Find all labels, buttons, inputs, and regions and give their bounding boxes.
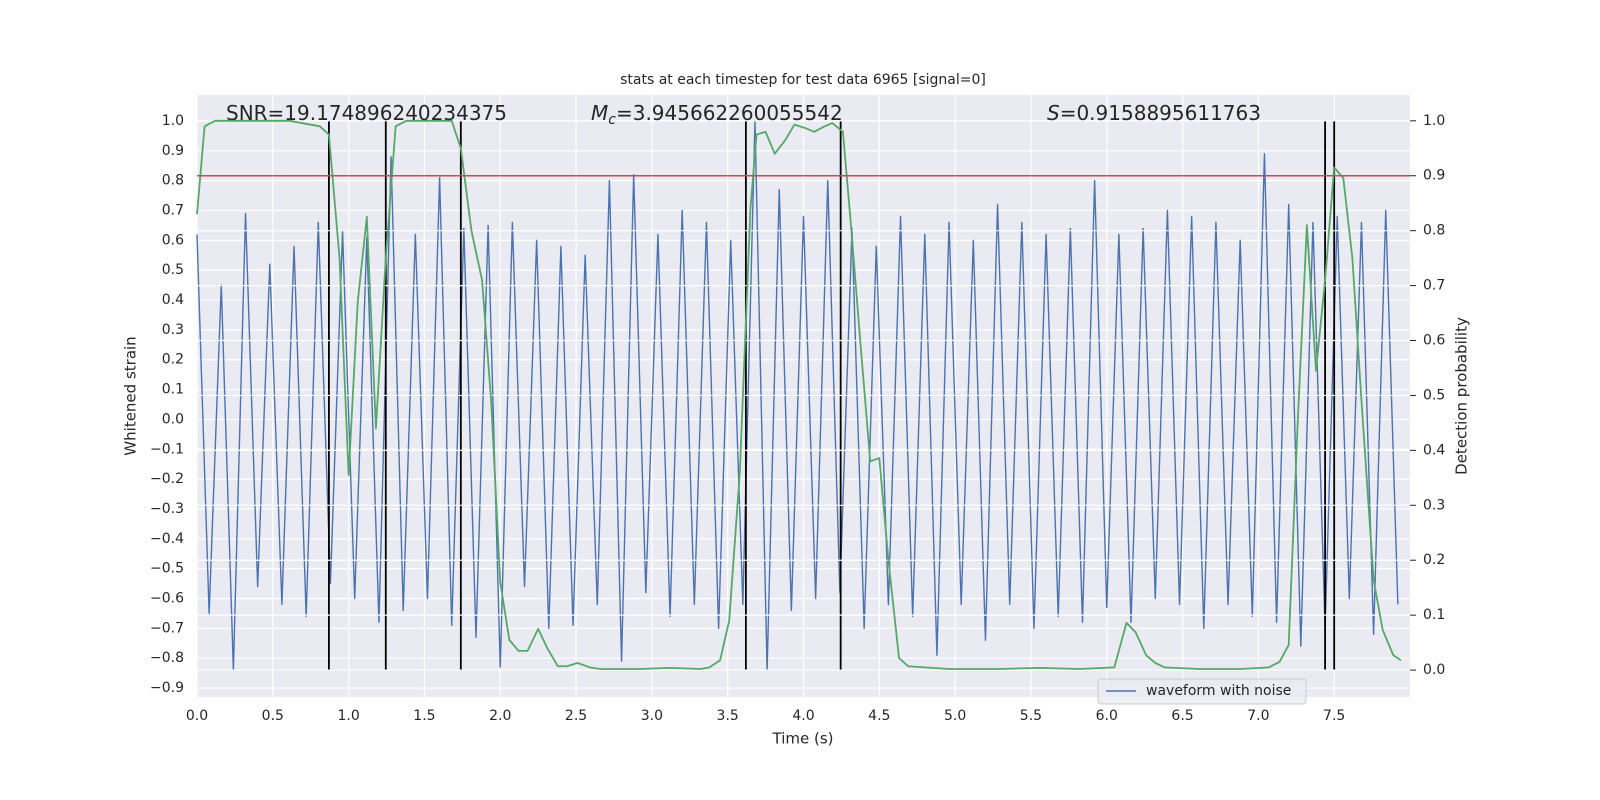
x-tick-label: 7.5 (1323, 708, 1345, 724)
y-tick-label: 0.2 (162, 352, 184, 368)
x-tick-label: 1.5 (413, 708, 435, 724)
y2-tick-label: 0.5 (1423, 387, 1445, 403)
y2-tick-label: 0.3 (1423, 497, 1445, 513)
y-tick-label: −0.4 (150, 531, 184, 547)
y-tick-label: −0.2 (150, 471, 184, 487)
y2-tick-label: 0.2 (1423, 552, 1445, 568)
y-tick-label: −0.7 (150, 620, 184, 636)
y-tick-label: 0.6 (162, 232, 184, 248)
y-tick-label: 1.0 (162, 113, 184, 129)
y-tick-label: −0.6 (150, 591, 184, 607)
y2-tick-label: 0.7 (1423, 278, 1445, 294)
waveform-line (196, 120, 1399, 671)
x-tick-label: 2.0 (489, 708, 511, 724)
x-tick-label: 3.0 (641, 708, 663, 724)
x-tick-label: 4.0 (792, 708, 814, 724)
text-layer: stats at each timestep for test data 696… (122, 72, 1471, 748)
chart-title: stats at each timestep for test data 696… (620, 72, 986, 88)
x-tick-label: 5.0 (944, 708, 966, 724)
x-tick-label: 0.0 (186, 708, 208, 724)
x-tick-label: 2.5 (565, 708, 587, 724)
y2-tick-label: 0.1 (1423, 607, 1445, 623)
x-tick-label: 6.0 (1096, 708, 1118, 724)
annotation-text: =3.945662260055542 (616, 101, 843, 125)
y-tick-label: 0.4 (162, 292, 184, 308)
annotation-subscript: c (608, 112, 616, 128)
x-tick-label: 5.5 (1020, 708, 1042, 724)
y2-axis-label: Detection probability (1453, 317, 1471, 475)
annotation: S=0.9158895611763 (1047, 101, 1261, 125)
y2-tick-label: 0.9 (1423, 168, 1445, 184)
legend-box (1097, 678, 1307, 705)
y-tick-label: 0.8 (162, 173, 184, 189)
y-tick-label: 0.9 (162, 143, 184, 159)
y2-tick-label: 0.8 (1423, 223, 1445, 239)
y-tick-label: −0.5 (150, 561, 184, 577)
x-tick-label: 1.0 (337, 708, 359, 724)
probability-line (196, 119, 1402, 670)
y2-tick-label: 0.4 (1423, 442, 1445, 458)
x-tick-label: 4.5 (868, 708, 890, 724)
y-axis-label: Whitened strain (122, 336, 140, 455)
y-tick-label: 0.3 (162, 322, 184, 338)
x-tick-label: 3.5 (717, 708, 739, 724)
right-axis-layer (196, 119, 1416, 671)
y-tick-label: −0.3 (150, 501, 184, 517)
y-tick-label: 0.1 (162, 382, 184, 398)
annotation-text: SNR=19.174896240234375 (226, 101, 507, 125)
y2-tick-label: 1.0 (1423, 113, 1445, 129)
annotation-text: =0.9158895611763 (1060, 101, 1261, 125)
y2-tick-label: 0.0 (1423, 662, 1445, 678)
y-tick-label: 0.0 (162, 411, 184, 427)
x-axis-label: Time (s) (772, 730, 834, 748)
legend-label: waveform with noise (1146, 683, 1291, 699)
x-tick-label: 6.5 (1171, 708, 1193, 724)
annotation: SNR=19.174896240234375 (226, 101, 507, 125)
y-tick-label: −0.1 (150, 441, 184, 457)
x-tick-label: 7.0 (1247, 708, 1269, 724)
annotation-symbol: M (591, 101, 608, 125)
y-tick-label: 0.7 (162, 203, 184, 219)
y2-tick-label: 0.6 (1423, 333, 1445, 349)
annotation: Mc=3.945662260055542 (591, 101, 843, 129)
x-tick-label: 0.5 (262, 708, 284, 724)
y-tick-label: 0.5 (162, 262, 184, 278)
annotation-symbol: S (1047, 101, 1060, 125)
y-tick-label: −0.8 (150, 650, 184, 666)
y-tick-label: −0.9 (150, 680, 184, 696)
